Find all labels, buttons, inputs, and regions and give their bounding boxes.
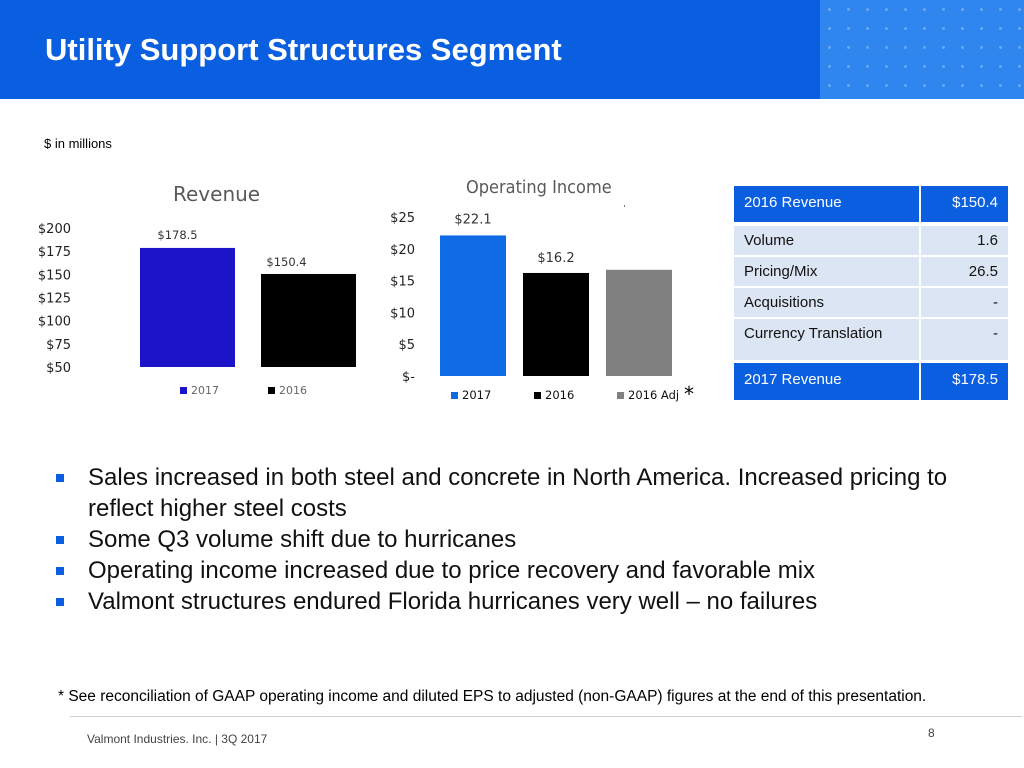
bar-2016 bbox=[261, 273, 356, 367]
bridge-item-label: Volume bbox=[734, 226, 919, 255]
y-tick-label: $50 bbox=[46, 361, 71, 376]
operating-income-chart-title: Operating Income bbox=[466, 177, 612, 198]
y-tick-label: $20 bbox=[390, 243, 415, 258]
bridge-item-label: Currency Translation bbox=[734, 319, 919, 360]
legend-label: 2016 bbox=[279, 384, 307, 397]
page-number: 8 bbox=[928, 726, 935, 740]
bullet-item: Operating income increased due to price … bbox=[56, 555, 956, 586]
bridge-start-row: 2016 Revenue $150.4 bbox=[734, 186, 1008, 222]
bar-2016-adj bbox=[606, 269, 672, 376]
bullet-text: Valmont structures endured Florida hurri… bbox=[88, 588, 818, 615]
bullet-text: Some Q3 volume shift due to hurricanes bbox=[88, 526, 517, 553]
revenue-chart-title: Revenue bbox=[173, 182, 261, 206]
bullet-item: Valmont structures endured Florida hurri… bbox=[56, 586, 956, 617]
bullet-item: Sales increased in both steel and concre… bbox=[56, 462, 956, 524]
page-title: Utility Support Structures Segment bbox=[45, 32, 562, 67]
legend-label: 2016 Adj bbox=[628, 388, 679, 402]
bridge-item-label: Acquisitions bbox=[734, 288, 919, 317]
bar-2017 bbox=[140, 247, 235, 367]
bullet-text: Sales increased in both steel and concre… bbox=[88, 464, 948, 522]
legend-swatch bbox=[617, 392, 624, 399]
data-label: $16.2 bbox=[537, 251, 574, 266]
data-label: $16.7 bbox=[620, 205, 657, 209]
data-label: $150.4 bbox=[266, 255, 306, 269]
operating-income-chart: $25 $20 $15 $10 $5 $- $22.1 $16.2 $16.7 2017 2016 2… bbox=[390, 205, 694, 406]
legend-swatch bbox=[268, 387, 275, 394]
y-tick-label: $10 bbox=[390, 306, 415, 321]
data-label: $22.1 bbox=[454, 212, 491, 227]
bridge-start-label: 2016 Revenue bbox=[734, 186, 919, 222]
bridge-row-currency: Currency Translation - bbox=[734, 319, 1008, 360]
bullet-square-icon bbox=[56, 598, 64, 606]
bar-2017 bbox=[440, 235, 506, 376]
legend-label: 2017 bbox=[462, 388, 491, 402]
y-tick-label: $175 bbox=[38, 245, 71, 260]
y-tick-label: $25 bbox=[390, 211, 415, 226]
legend-swatch bbox=[180, 387, 187, 394]
footer-divider bbox=[70, 716, 1022, 717]
bridge-item-value: - bbox=[921, 288, 1008, 317]
units-note: $ in millions bbox=[44, 136, 112, 151]
header-dot-pattern bbox=[820, 0, 1024, 99]
footer-company: Valmont Industries. Inc. | 3Q 2017 bbox=[87, 732, 268, 746]
revenue-chart: $200 $175 $150 $125 $100 $75 $50 $178.5 $150.4 20… bbox=[38, 222, 356, 397]
bridge-end-label: 2017 Revenue bbox=[734, 363, 919, 400]
bridge-item-value: 1.6 bbox=[921, 226, 1008, 255]
header-bar: Utility Support Structures Segment bbox=[0, 0, 1024, 99]
y-tick-label: $5 bbox=[398, 338, 415, 353]
bullet-list: Sales increased in both steel and concre… bbox=[56, 462, 956, 617]
bridge-item-label: Pricing/Mix bbox=[734, 257, 919, 286]
bridge-end-row: 2017 Revenue $178.5 bbox=[734, 363, 1008, 400]
legend-label: 2016 bbox=[545, 388, 574, 402]
bullet-square-icon bbox=[56, 474, 64, 482]
legend-swatch bbox=[534, 392, 541, 399]
bridge-item-value: - bbox=[921, 319, 1008, 360]
y-tick-label: $- bbox=[402, 370, 415, 385]
legend-label: 2017 bbox=[191, 384, 219, 397]
y-tick-label: $75 bbox=[46, 338, 71, 353]
bullet-square-icon bbox=[56, 536, 64, 544]
bullet-square-icon bbox=[56, 567, 64, 575]
bridge-end-value: $178.5 bbox=[921, 363, 1008, 400]
bullet-item: Some Q3 volume shift due to hurricanes bbox=[56, 524, 956, 555]
y-tick-label: $150 bbox=[38, 268, 71, 283]
y-tick-label: $15 bbox=[390, 275, 415, 290]
bullet-text: Operating income increased due to price … bbox=[88, 557, 816, 584]
y-tick-label: $200 bbox=[38, 222, 71, 237]
footnote: * See reconciliation of GAAP operating i… bbox=[58, 688, 927, 705]
bridge-row-volume: Volume 1.6 bbox=[734, 226, 1008, 255]
bridge-row-acquisitions: Acquisitions - bbox=[734, 288, 1008, 317]
y-tick-label: $100 bbox=[38, 315, 71, 330]
data-label: $178.5 bbox=[157, 228, 197, 242]
bar-2016 bbox=[523, 272, 589, 376]
bridge-start-value: $150.4 bbox=[921, 186, 1008, 222]
revenue-bridge-table: 2016 Revenue $150.4 Volume 1.6 Pricing/M… bbox=[734, 186, 1008, 400]
bridge-item-value: 26.5 bbox=[921, 257, 1008, 286]
legend-swatch bbox=[451, 392, 458, 399]
y-tick-label: $125 bbox=[38, 292, 71, 307]
non-gaap-asterisk: * bbox=[684, 382, 694, 406]
bridge-row-pricing: Pricing/Mix 26.5 bbox=[734, 257, 1008, 286]
